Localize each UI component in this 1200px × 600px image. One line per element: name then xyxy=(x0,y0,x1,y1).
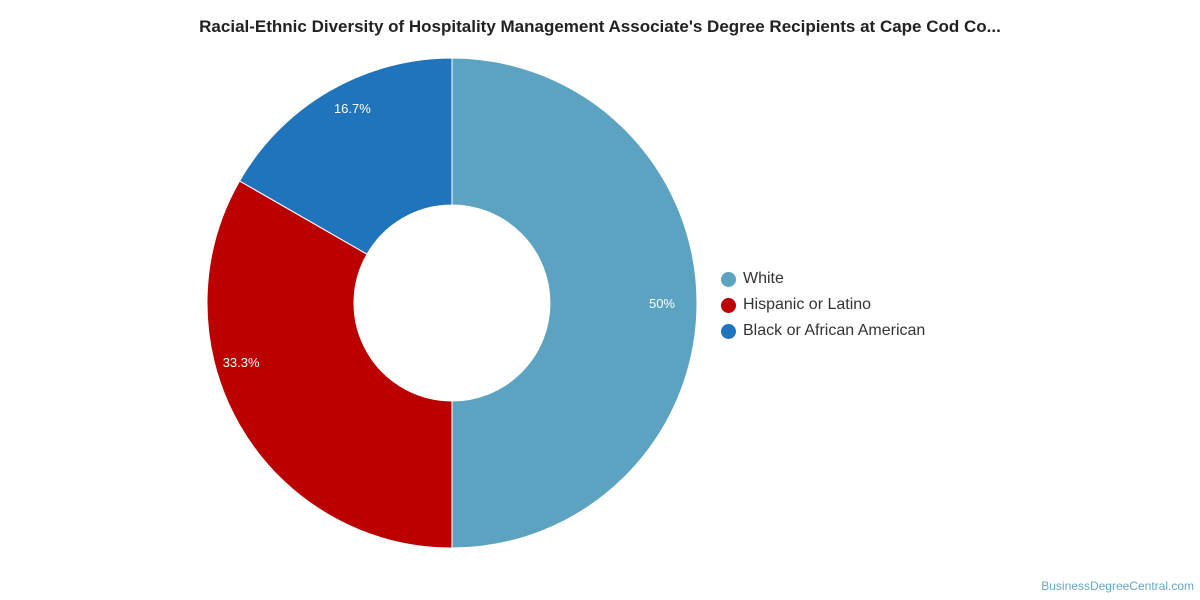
source-credit[interactable]: BusinessDegreeCentral.com xyxy=(1041,579,1194,593)
legend-label-white: White xyxy=(743,270,784,287)
legend-label-black-or-african-american: Black or African American xyxy=(743,322,926,339)
slice-hispanic-or-latino[interactable] xyxy=(206,180,453,549)
legend-swatch-hispanic-or-latino xyxy=(721,297,736,313)
chart-legend: White Hispanic or Latino Black or Africa… xyxy=(721,266,925,344)
legend-item-hispanic-or-latino[interactable]: Hispanic or Latino xyxy=(721,292,925,318)
slice-label-black-or-african-american: 16.7% xyxy=(334,101,371,116)
slice-label-white: 50% xyxy=(649,296,675,311)
legend-label-hispanic-or-latino: Hispanic or Latino xyxy=(743,296,872,313)
legend-item-black-or-african-american[interactable]: Black or African American xyxy=(721,318,925,344)
legend-swatch-black-or-african-american xyxy=(721,323,736,339)
slice-white[interactable] xyxy=(451,57,698,549)
legend-item-white[interactable]: White xyxy=(721,266,925,292)
legend-swatch-white xyxy=(721,271,736,287)
chart-title: Racial-Ethnic Diversity of Hospitality M… xyxy=(199,17,1001,36)
slice-black-or-african-american[interactable] xyxy=(238,57,453,255)
slice-label-hispanic-or-latino: 33.3% xyxy=(223,355,260,370)
